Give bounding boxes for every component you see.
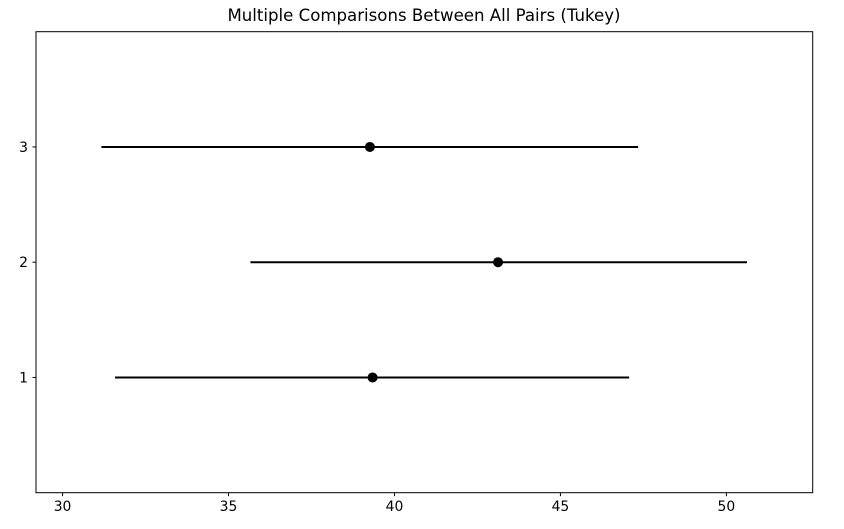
y-tick-label: 1 xyxy=(19,370,28,386)
x-tick-label: 30 xyxy=(54,499,72,515)
x-tick-label: 35 xyxy=(220,499,238,515)
y-tick-label: 2 xyxy=(19,255,28,271)
x-tick-label: 45 xyxy=(552,499,570,515)
y-tick-label: 3 xyxy=(19,140,28,156)
x-tick-label: 50 xyxy=(718,499,736,515)
mean-marker xyxy=(367,372,378,383)
mean-marker xyxy=(364,141,375,152)
x-tick-label: 40 xyxy=(386,499,404,515)
plot-area: 30 35 40 45 50 1 2 3 xyxy=(19,31,814,515)
chart-title: Multiple Comparisons Between All Pairs (… xyxy=(227,6,620,25)
mean-marker xyxy=(493,257,504,268)
